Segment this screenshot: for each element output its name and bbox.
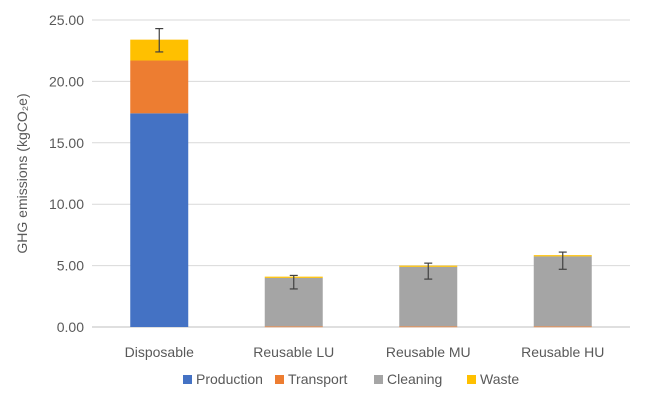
legend: Production Transport Cleaning Waste xyxy=(183,371,519,387)
legend-swatch-production xyxy=(183,375,192,384)
y-tick-label: 15.00 xyxy=(49,135,84,151)
legend-label-production: Production xyxy=(196,371,263,387)
x-axis-ticks: Disposable Reusable LU Reusable MU Reusable… xyxy=(125,344,605,360)
legend-swatch-cleaning xyxy=(374,375,383,384)
error-bars xyxy=(155,27,567,290)
y-tick-label: 25.00 xyxy=(49,12,84,28)
legend-swatch-transport xyxy=(275,375,284,384)
y-tick-label: 5.00 xyxy=(57,258,84,274)
x-tick-label: Reusable MU xyxy=(386,344,471,360)
y-tick-label: 20.00 xyxy=(49,73,84,89)
x-tick-label: Reusable LU xyxy=(253,344,334,360)
legend-label-waste: Waste xyxy=(480,371,519,387)
y-axis-label: GHG emissions (kgCO₂e) xyxy=(14,93,30,253)
bars xyxy=(130,39,592,328)
legend-swatch-waste xyxy=(467,375,476,384)
bar-transport-3 xyxy=(399,326,458,328)
y-tick-label: 10.00 xyxy=(49,196,84,212)
y-tick-label: 0.00 xyxy=(57,319,84,335)
legend-label-transport: Transport xyxy=(288,371,348,387)
legend-label-cleaning: Cleaning xyxy=(387,371,442,387)
bar-transport-1 xyxy=(130,60,189,114)
bar-transport-4 xyxy=(533,326,592,328)
bar-transport-2 xyxy=(264,326,323,328)
x-tick-label: Reusable HU xyxy=(521,344,604,360)
y-axis-ticks: 0.00 5.00 10.00 15.00 20.00 25.00 xyxy=(49,12,84,335)
bar-production-1 xyxy=(130,113,189,327)
x-tick-label: Disposable xyxy=(125,344,194,360)
